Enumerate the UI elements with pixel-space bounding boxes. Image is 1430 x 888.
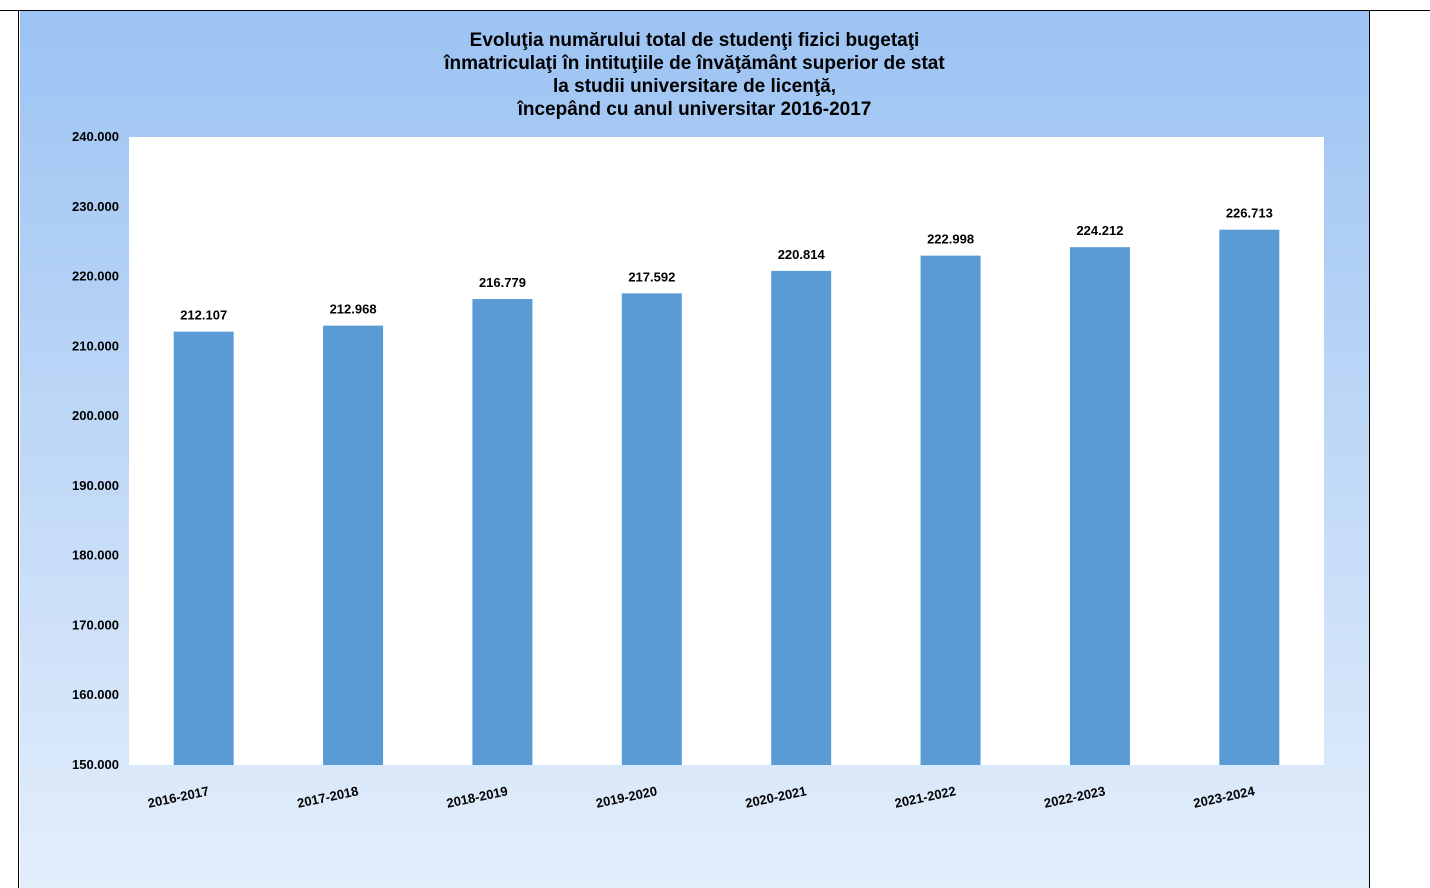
- x-tick-label: 2017-2018: [296, 783, 360, 811]
- data-label: 212.107: [180, 308, 227, 323]
- y-tick-label: 150.000: [72, 757, 119, 772]
- data-label: 212.968: [330, 302, 377, 317]
- bar: [1069, 247, 1130, 765]
- y-tick-label: 230.000: [72, 199, 119, 214]
- data-labels: 212.107 212.968 216.779 217.592 220.814 222.9…: [180, 206, 1273, 323]
- x-tick-label: 2019-2020: [595, 783, 659, 811]
- y-tick-label: 240.000: [72, 129, 119, 144]
- data-label: 220.814: [778, 247, 826, 262]
- y-tick-label: 180.000: [72, 548, 119, 563]
- bar: [1219, 229, 1280, 765]
- x-tick-label: 2016-2017: [146, 783, 210, 811]
- x-tick-label: 2023-2024: [1192, 783, 1257, 811]
- chart-title-line-2: înmatriculaţi în intituţiile de învăţămâ…: [444, 53, 945, 74]
- bar: [621, 293, 682, 765]
- x-tick-label: 2021-2022: [893, 783, 957, 811]
- chart-title: Evoluţia numărului total de studenţi fiz…: [20, 29, 1369, 121]
- top-rule-right: [1370, 10, 1430, 11]
- x-tick-label: 2018-2019: [445, 783, 509, 811]
- plot-area: [129, 137, 1324, 765]
- chart-title-line-4: începând cu anul universitar 2016-2017: [517, 99, 872, 120]
- y-tick-label: 220.000: [72, 269, 119, 284]
- chart-title-line-1: Evoluţia numărului total de studenţi fiz…: [469, 30, 920, 51]
- y-tick-label: 190.000: [72, 478, 119, 493]
- bar-chart: 150.000 160.000 170.000 180.000 190.000 200.0…: [72, 129, 1324, 811]
- data-label: 222.998: [927, 232, 974, 247]
- data-label: 226.713: [1226, 206, 1273, 221]
- x-tick-label: 2022-2023: [1043, 783, 1107, 811]
- y-tick-label: 160.000: [72, 687, 119, 702]
- top-rule-left: [0, 10, 18, 11]
- x-axis: 2016-2017 2017-2018 2018-2019 2019-2020 2020…: [146, 783, 1256, 811]
- y-tick-label: 210.000: [72, 338, 119, 353]
- y-tick-label: 170.000: [72, 617, 119, 632]
- bar: [472, 299, 533, 765]
- bars: [173, 229, 1280, 766]
- bar: [920, 255, 981, 766]
- chart-title-line-3: la studii universitare de licenţă,: [553, 76, 836, 97]
- chart-area: Evoluţia numărului total de studenţi fiz…: [20, 11, 1369, 888]
- bar: [771, 270, 832, 765]
- data-label: 217.592: [628, 269, 675, 284]
- y-axis: 150.000 160.000 170.000 180.000 190.000 200.0…: [72, 129, 119, 772]
- data-label: 224.212: [1076, 223, 1123, 238]
- bar: [323, 325, 384, 765]
- chart-frame: [18, 10, 1370, 888]
- bar: [173, 331, 234, 765]
- data-label: 216.779: [479, 275, 526, 290]
- x-tick-label: 2020-2021: [744, 783, 808, 811]
- y-tick-label: 200.000: [72, 408, 119, 423]
